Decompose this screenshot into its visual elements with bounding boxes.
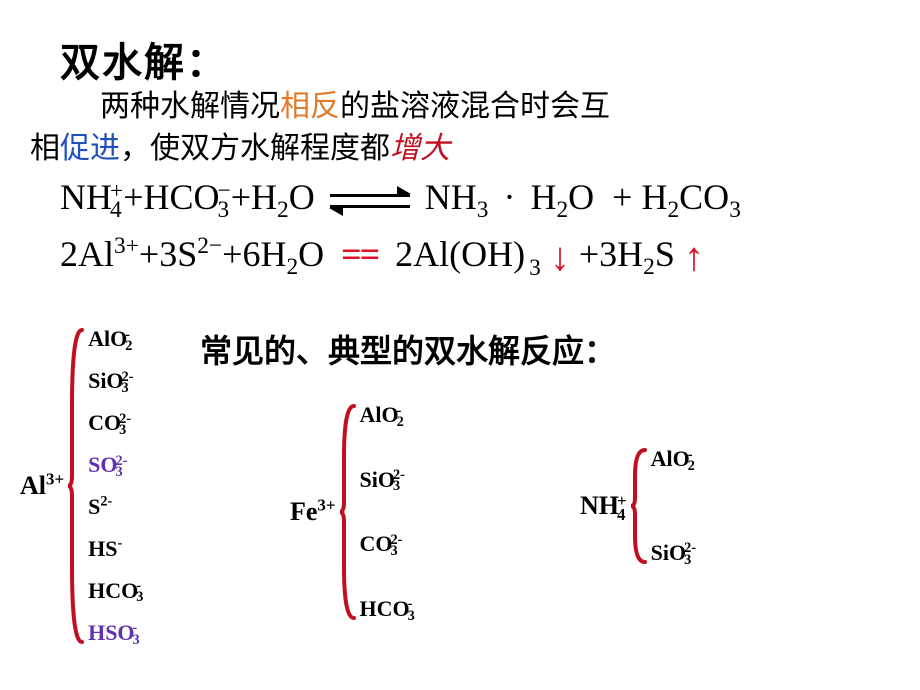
precipitate-arrow-icon: ↓ xyxy=(550,234,570,279)
group-al-cation: Al3+ xyxy=(20,471,64,501)
ion-item: SiO2-3 xyxy=(651,540,696,566)
gas-arrow-icon: ↑ xyxy=(684,234,704,279)
eq2-h2o: 6H2O xyxy=(242,234,324,274)
ion-item: CO2-3 xyxy=(88,410,143,436)
equations-block: NH+4+HCO−3+H2O NH3 · H2O + H2CO3 2Al3++3… xyxy=(60,176,890,280)
ion-item: AlO-2 xyxy=(88,326,143,352)
intro-paragraph: 两种水解情况相反的盐溶液混合时会互 相促进，使双方水解程度都增大 xyxy=(100,86,890,170)
eq2-al: 2Al3+ xyxy=(60,234,139,274)
bracket-icon xyxy=(338,402,356,622)
eq2-h2s: 3H2S xyxy=(599,234,675,274)
group-nh4-cation: NH+4 xyxy=(580,491,627,522)
ion-item: AlO-2 xyxy=(360,402,415,428)
ion-item: SiO2-3 xyxy=(88,368,143,394)
eq2-aloh3: 2Al(OH)3 xyxy=(395,234,541,274)
ion-item: CO2-3 xyxy=(360,531,415,557)
group-fe-ions: AlO-2 SiO2-3 CO2-3 HCO-3 xyxy=(356,402,415,622)
ion-item: HSO-3 xyxy=(88,620,143,646)
group-nh4: NH+4 AlO-2 SiO2-3 xyxy=(580,446,696,566)
ion-item: SiO2-3 xyxy=(360,467,415,493)
group-al-ions: AlO-2 SiO2-3 CO2-3 SO2-3 S2- HS- HCO-3 HSO-3 xyxy=(84,326,143,646)
group-fe-cation: Fe3+ xyxy=(290,497,336,527)
eq1-h2o-r: H2O xyxy=(530,177,594,217)
intro-text: 的盐溶液混合时会互 xyxy=(340,90,610,123)
eq2-s: 3S2− xyxy=(159,234,222,274)
intro-opposite: 相反 xyxy=(280,90,340,123)
eq1-hco3: HCO−3 xyxy=(144,177,231,217)
group-nh4-ions: AlO-2 SiO2-3 xyxy=(647,446,696,566)
intro-text: ，使双方水解程度都 xyxy=(120,132,390,165)
ion-item: HCO-3 xyxy=(88,578,143,604)
eq-plus: + xyxy=(612,177,632,217)
intro-text: 相 xyxy=(30,132,60,165)
ion-item: SO2-3 xyxy=(88,452,143,478)
intro-text: 两种水解情况 xyxy=(100,90,280,123)
eq1-nh4: NH+4 xyxy=(60,177,123,217)
eq-plus: + xyxy=(123,177,143,217)
group-fe: Fe3+ AlO-2 SiO2-3 CO2-3 HCO-3 xyxy=(290,402,415,622)
group-al: Al3+ AlO-2 SiO2-3 CO2-3 SO2-3 S2- HS- HCO-3 HSO… xyxy=(20,326,143,646)
eq-plus: + xyxy=(231,177,251,217)
eq-plus: + xyxy=(222,234,242,274)
eq-plus: + xyxy=(579,234,599,274)
eq-plus: + xyxy=(139,234,159,274)
intro-promote: 促进 xyxy=(60,132,120,165)
equation-2: 2Al3++3S2−+6H2O == 2Al(OH)3 ↓ +3H2S ↑ xyxy=(60,233,890,280)
eq1-nh3: NH3 xyxy=(425,177,489,217)
reaction-groups: Al3+ AlO-2 SiO2-3 CO2-3 SO2-3 S2- HS- HCO-3 HSO… xyxy=(20,326,900,676)
ion-item: S2- xyxy=(88,494,143,520)
ion-item: HS- xyxy=(88,536,143,562)
bracket-icon xyxy=(66,326,84,646)
intro-increase: 增大 xyxy=(390,132,450,165)
page-title: 双水解： xyxy=(60,30,890,88)
equation-1: NH+4+HCO−3+H2O NH3 · H2O + H2CO3 xyxy=(60,176,890,219)
ion-item: AlO-2 xyxy=(651,446,696,472)
eq1-h2o: H2O xyxy=(251,177,315,217)
equals-sign: == xyxy=(341,234,378,274)
equilibrium-arrow-icon xyxy=(330,188,410,214)
ion-item: HCO-3 xyxy=(360,596,415,622)
bracket-icon xyxy=(629,446,647,566)
eq1-h2co3: H2CO3 xyxy=(641,177,740,217)
eq-dot: · xyxy=(503,177,515,217)
